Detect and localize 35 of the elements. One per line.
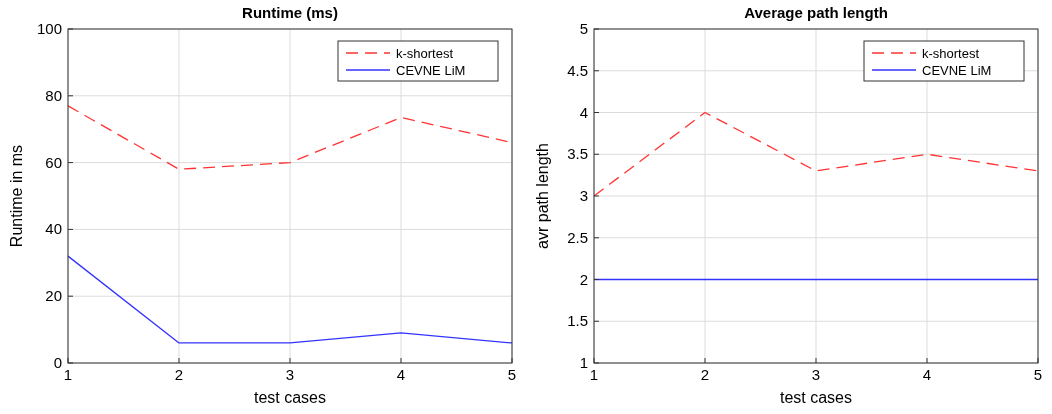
y-tick-label: 4.5 (567, 61, 588, 79)
y-tick-label: 2.5 (567, 228, 588, 246)
chart-title: Runtime (ms) (242, 4, 338, 21)
y-axis-title: avr path length (534, 143, 551, 249)
line-series (593, 111, 1039, 197)
y-tick-label: 3 (579, 187, 588, 204)
y-tick-label: 1 (579, 354, 588, 371)
legend-label: k-shortest (922, 46, 980, 61)
x-tick-label: 3 (811, 366, 821, 383)
x-tick-label: 5 (1033, 366, 1043, 383)
y-tick-label: 5 (579, 20, 588, 37)
x-tick-label: 2 (700, 366, 710, 383)
y-tick-label: 1.5 (567, 312, 588, 330)
x-tick-label: 2 (174, 366, 184, 383)
y-tick-label: 2 (579, 270, 588, 288)
chart-title: Average path length (744, 4, 888, 21)
x-axis-title: test cases (779, 389, 853, 406)
legend-label: CEVNE LiM (396, 63, 466, 78)
y-tick-label: 4 (579, 103, 588, 121)
x-tick-label: 1 (63, 366, 73, 383)
x-tick-label: 4 (922, 366, 932, 383)
y-axis-title: Runtime in ms (8, 144, 25, 248)
y-tick-label: 60 (45, 153, 62, 171)
y-tick-label: 80 (45, 86, 62, 104)
y-tick-label: 20 (45, 287, 62, 305)
x-tick-label: 3 (285, 366, 295, 383)
y-tick-label: 100 (36, 20, 62, 37)
legend-label: CEVNE LiM (922, 63, 992, 78)
x-tick-label: 4 (396, 366, 406, 383)
y-tick-label: 3.5 (567, 145, 588, 163)
legend-label: k-shortest (396, 46, 454, 61)
x-axis-title: test cases (253, 389, 327, 406)
y-tick-label: 0 (53, 354, 62, 371)
y-tick-label: 40 (45, 220, 62, 238)
x-tick-label: 5 (507, 366, 517, 383)
